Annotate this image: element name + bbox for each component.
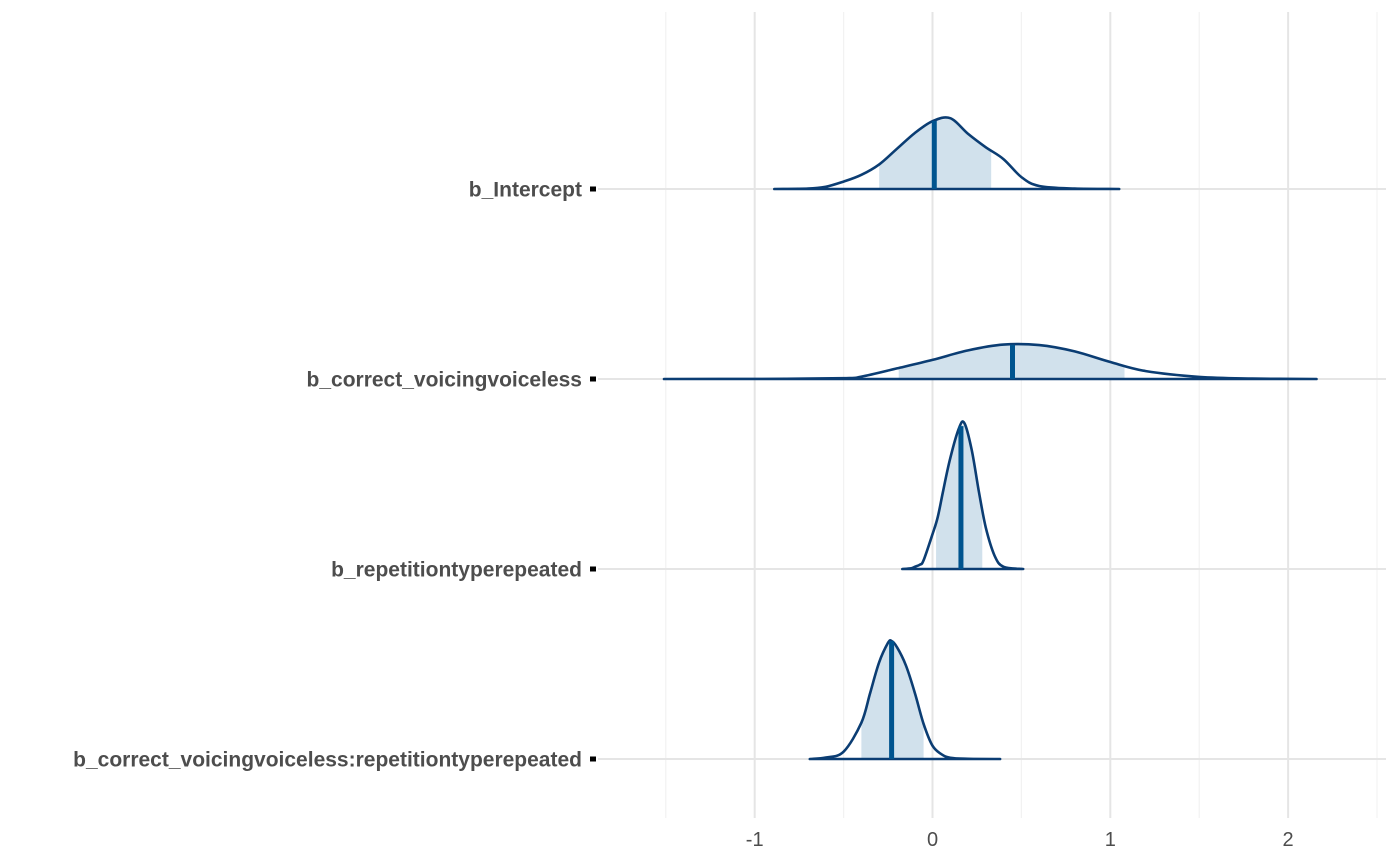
density-outline bbox=[901, 420, 1025, 571]
y-tick-mark bbox=[590, 376, 596, 382]
y-axis-label: b_correct_voicingvoiceless bbox=[307, 369, 582, 392]
grid-layer bbox=[598, 12, 1386, 818]
y-axis-labels: b_Intercept b_correct_voicingvoiceless b_r… bbox=[73, 179, 596, 772]
x-axis-ticks: -1 0 1 2 bbox=[746, 829, 1294, 851]
x-tick-label: -1 bbox=[746, 829, 764, 851]
y-tick-mark bbox=[590, 566, 596, 572]
y-tick-mark bbox=[590, 756, 596, 762]
y-axis-label: b_Intercept bbox=[469, 179, 582, 202]
ridge-2 bbox=[662, 342, 1318, 381]
y-tick-mark bbox=[590, 186, 596, 192]
y-axis-label: b_correct_voicingvoiceless:repetitiontyp… bbox=[73, 749, 582, 772]
density-outline bbox=[662, 342, 1318, 381]
y-axis-label: b_repetitiontyperepeated bbox=[331, 559, 582, 582]
ridge-1 bbox=[773, 116, 1121, 191]
x-tick-label: 0 bbox=[927, 829, 938, 851]
ridges-layer bbox=[662, 116, 1318, 761]
x-tick-label: 2 bbox=[1283, 829, 1294, 851]
density-outline bbox=[808, 639, 1002, 761]
ridge-3 bbox=[901, 420, 1025, 571]
ridge-4 bbox=[808, 639, 1002, 761]
x-tick-label: 1 bbox=[1105, 829, 1116, 851]
